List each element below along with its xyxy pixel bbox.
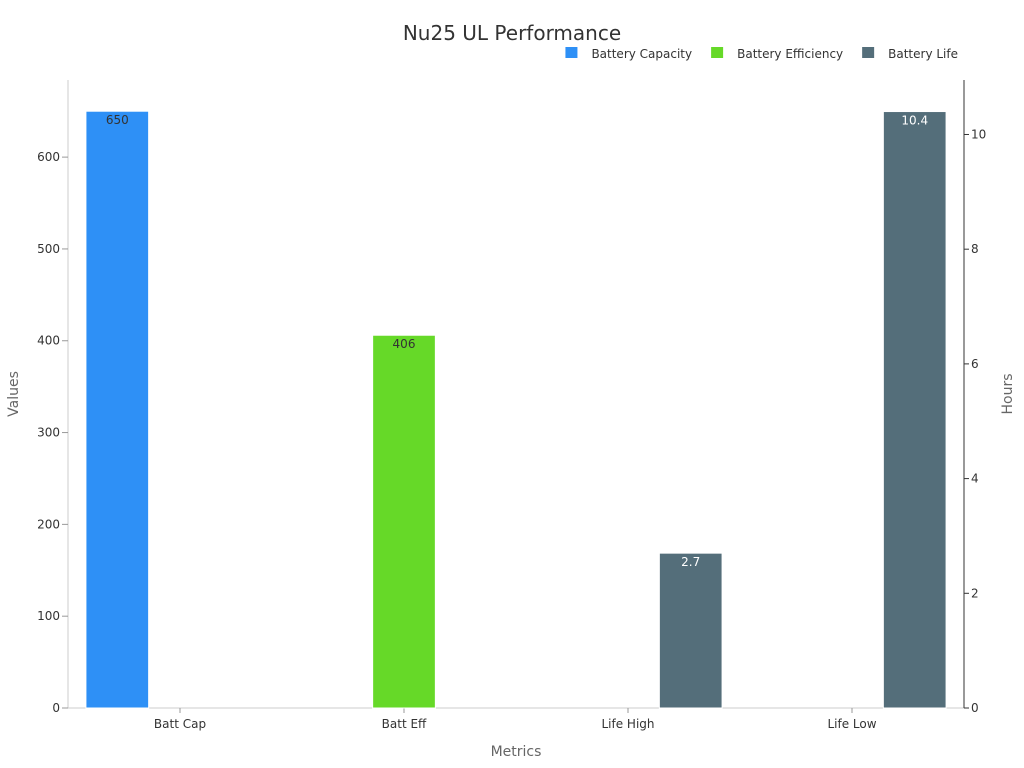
data-label: 650 bbox=[106, 113, 129, 127]
axes: 0 100 200 300 400 500 600 0 2 4 6 8 10 Batt Cap Batt E… bbox=[37, 80, 986, 731]
y-tick-label: 200 bbox=[37, 517, 60, 531]
legend-label: Battery Efficiency bbox=[737, 47, 843, 61]
y2-tick-label: 2 bbox=[971, 586, 979, 600]
bar bbox=[372, 334, 436, 709]
data-label: 2.7 bbox=[681, 555, 700, 569]
legend-label: Battery Capacity bbox=[591, 47, 692, 61]
y-tick-label: 600 bbox=[37, 150, 60, 164]
legend-swatch bbox=[711, 47, 724, 58]
data-label: 10.4 bbox=[901, 114, 928, 128]
x-tick-label: Life High bbox=[601, 717, 654, 731]
y-axis-title: Values bbox=[6, 371, 22, 417]
x-axis-title: Metrics bbox=[491, 744, 542, 760]
data-labels: 650 406 2.7 10.4 bbox=[106, 113, 928, 569]
y2-axis-title: Hours bbox=[1000, 373, 1016, 414]
y2-tick-label: 10 bbox=[971, 127, 986, 141]
bars bbox=[85, 110, 947, 709]
legend-label: Battery Life bbox=[888, 47, 958, 61]
x-tick-label: Batt Cap bbox=[154, 717, 206, 731]
bar bbox=[85, 110, 150, 709]
chart-title: Nu25 UL Performance bbox=[403, 21, 621, 45]
legend-swatch bbox=[565, 47, 578, 58]
y-tick-label: 500 bbox=[37, 242, 60, 256]
y2-tick-label: 0 bbox=[971, 701, 979, 715]
data-label: 406 bbox=[393, 337, 416, 351]
legend-swatch bbox=[862, 47, 875, 58]
y-tick-label: 100 bbox=[37, 609, 60, 623]
x-tick-label: Batt Eff bbox=[382, 717, 427, 731]
y-tick-label: 400 bbox=[37, 334, 60, 348]
y2-tick-label: 4 bbox=[971, 472, 979, 486]
x-tick-label: Life Low bbox=[827, 717, 876, 731]
bar bbox=[658, 552, 723, 709]
bar bbox=[882, 111, 947, 709]
y2-tick-label: 8 bbox=[971, 242, 979, 256]
y-tick-label: 300 bbox=[37, 426, 60, 440]
y-tick-label: 0 bbox=[52, 701, 60, 715]
y2-tick-label: 6 bbox=[971, 357, 979, 371]
legend: Battery Capacity Battery Efficiency Batter… bbox=[565, 47, 958, 61]
